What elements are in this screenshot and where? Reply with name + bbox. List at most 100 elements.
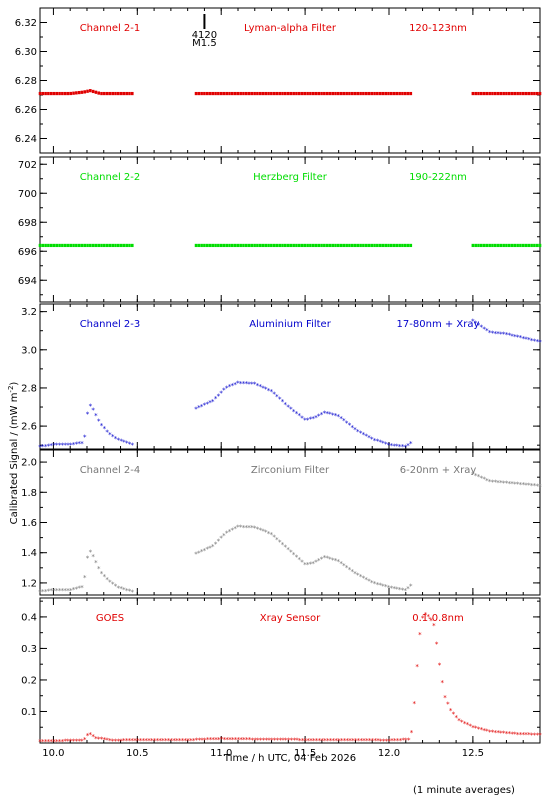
data-point [205, 91, 209, 96]
data-point [364, 91, 368, 96]
data-point: * [373, 580, 377, 588]
data-point [105, 91, 109, 96]
data-point [516, 91, 519, 96]
data-point [72, 91, 75, 95]
data-point: * [228, 528, 232, 536]
panel-filter-label: Herzberg Filter [253, 172, 328, 183]
data-point [125, 91, 128, 96]
data-point [256, 91, 259, 96]
y-axis-label: Calibrated Signal / (mW m-2) [7, 382, 20, 525]
data-point: * [482, 476, 486, 484]
data-point: * [435, 641, 439, 649]
data-point [406, 243, 410, 248]
data-point: * [275, 393, 279, 401]
data-point [100, 243, 103, 248]
data-point: * [108, 579, 112, 587]
data-point: * [482, 727, 486, 735]
data-point: * [395, 585, 399, 593]
data-point: * [144, 737, 148, 745]
data-point: * [320, 737, 324, 745]
data-point: * [222, 387, 226, 395]
panel-filter-label: Lyman-alpha Filter [244, 23, 337, 34]
data-point: * [225, 529, 229, 537]
data-point: * [223, 736, 227, 744]
data-point: * [339, 415, 343, 423]
data-point: * [533, 482, 537, 490]
data-point: * [189, 737, 193, 745]
data-point: * [521, 335, 525, 343]
data-point: * [309, 560, 313, 568]
data-point [55, 91, 59, 96]
data-point: * [538, 339, 542, 347]
y-tick-label: 0.4 [21, 612, 37, 623]
data-point [289, 243, 293, 248]
data-point: * [370, 579, 374, 587]
series-ch22 [38, 243, 542, 248]
data-point [303, 91, 307, 96]
data-point: * [295, 410, 299, 418]
data-point: * [63, 442, 67, 450]
y-tick-label: 1.4 [21, 548, 37, 559]
data-point [376, 91, 379, 96]
data-point: * [52, 442, 56, 450]
data-point: * [328, 555, 332, 563]
x-tick-label: 10.0 [42, 748, 64, 759]
data-point: * [409, 440, 413, 448]
y-tick-label: 0.3 [21, 644, 37, 655]
data-point [261, 91, 265, 96]
data-point: * [348, 566, 352, 574]
data-point: * [242, 524, 246, 532]
data-point [217, 243, 220, 248]
data-point: * [460, 719, 464, 727]
data-point: * [496, 729, 500, 737]
data-point: * [133, 737, 137, 745]
data-point: * [214, 540, 218, 548]
data-point [297, 91, 301, 96]
y-tick-label: 6.30 [15, 47, 37, 58]
data-point: * [471, 318, 475, 326]
data-point: * [362, 431, 366, 439]
data-point [401, 91, 404, 96]
data-point [409, 91, 413, 96]
data-point [334, 243, 337, 248]
data-point: * [122, 737, 126, 745]
data-point [77, 243, 81, 248]
data-point: * [343, 737, 347, 745]
data-point [244, 91, 248, 96]
data-point [353, 243, 357, 248]
data-point: * [175, 737, 179, 745]
data-point [471, 243, 475, 248]
data-point: * [474, 472, 478, 480]
data-point: * [452, 711, 456, 719]
data-point [502, 91, 505, 96]
data-point: * [131, 588, 135, 596]
panel-band-label: 190-222nm [409, 172, 467, 183]
flare-class-label: M1.5 [192, 38, 217, 49]
data-point: * [86, 411, 90, 419]
data-point [331, 91, 335, 96]
data-point [225, 91, 229, 96]
data-point [502, 243, 505, 248]
data-point: * [47, 442, 51, 450]
data-point: * [401, 737, 405, 745]
data-point: * [516, 334, 520, 342]
data-point: * [105, 576, 109, 584]
data-point [66, 243, 70, 248]
data-point: * [527, 336, 531, 344]
data-point: * [178, 737, 182, 745]
data-point: * [524, 335, 528, 343]
data-point [362, 243, 365, 248]
data-point [111, 91, 115, 96]
panel-band-label: 120-123nm [409, 23, 467, 34]
panel-filter-label: Zirconium Filter [251, 465, 330, 476]
data-point: * [217, 736, 221, 744]
data-point [222, 91, 226, 96]
data-point: * [364, 576, 368, 584]
data-point [208, 243, 212, 248]
data-point: * [297, 556, 301, 564]
x-tick-label: 11.0 [210, 748, 232, 759]
data-point: * [387, 584, 391, 592]
footnote: (1 minute averages) [413, 785, 515, 796]
data-point: * [139, 737, 143, 745]
data-point: * [385, 737, 389, 745]
